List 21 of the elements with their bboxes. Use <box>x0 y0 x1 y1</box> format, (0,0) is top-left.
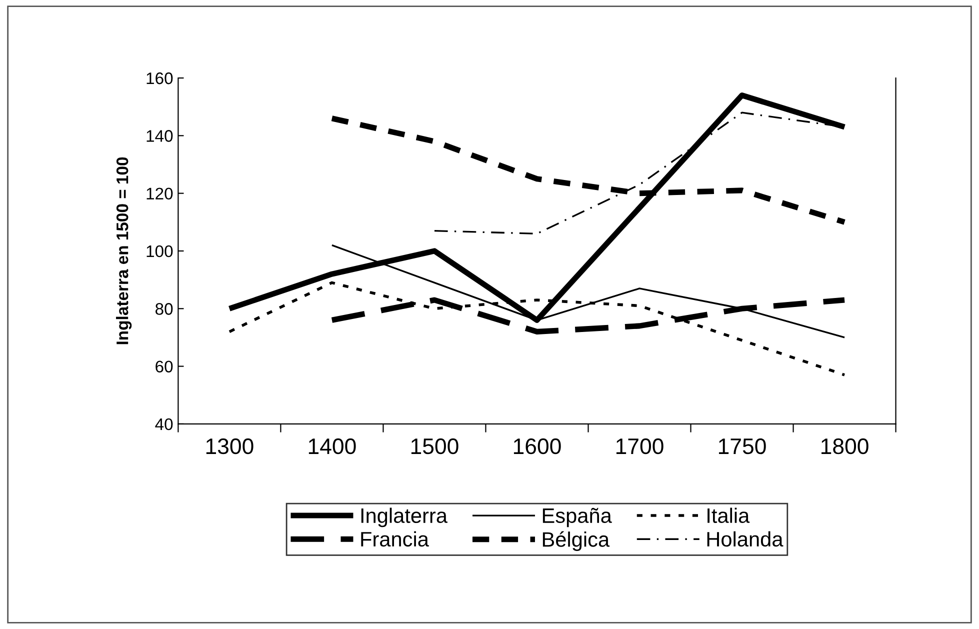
legend-label: Inglaterra <box>361 508 448 528</box>
y-tick-label: 100 <box>146 245 173 258</box>
x-tick-label: 1500 <box>411 438 458 454</box>
legend-label: Bélgica <box>542 531 610 551</box>
y-tick-label: 60 <box>156 360 173 372</box>
x-tick-label: 1700 <box>616 438 664 454</box>
y-tick-label: 40 <box>155 418 173 430</box>
x-tick-label: 1600 <box>514 438 561 454</box>
legend-label: Italia <box>708 508 750 524</box>
y-axis-title: Inglaterra en 1500 = 100 <box>116 157 132 344</box>
y-tick-label: 160 <box>146 72 173 84</box>
legend-label: Francia <box>361 531 429 547</box>
x-tick-label: 1300 <box>206 438 254 454</box>
x-tick-label: 1800 <box>822 438 868 454</box>
legend-label: España <box>542 508 612 528</box>
x-tick-label: 1750 <box>718 438 766 454</box>
y-tick-label: 80 <box>156 303 173 315</box>
y-tick-label: 120 <box>146 188 173 200</box>
x-tick-label: 1400 <box>308 438 356 454</box>
legend-label: Holanda <box>707 531 784 547</box>
y-tick-label: 140 <box>146 130 173 142</box>
